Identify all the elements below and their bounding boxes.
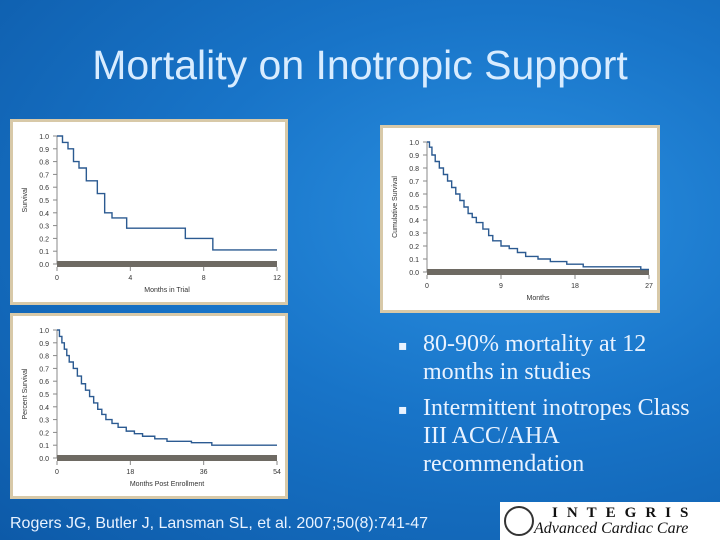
- y-tick-label: 0.5: [409, 205, 419, 212]
- slide-title: Mortality on Inotropic Support: [92, 42, 628, 88]
- y-tick-label: 0.1: [39, 443, 49, 450]
- integris-logo: INTEGRIS Advanced Cardiac Care: [500, 502, 720, 540]
- x-tick-label: 0: [55, 275, 59, 282]
- bullet-item: ▪ Intermittent inotropes Class III ACC/A…: [398, 394, 708, 478]
- survival-chart-3: 1.0 0.9 0.8 0.7 0.6 0.5 0.4 0.3 0.2 0.1 0.0 0 18 36 54…: [22, 328, 281, 488]
- y-tick-label: 0.0: [39, 456, 49, 463]
- y-tick-label: 0.2: [39, 430, 49, 437]
- logo-emblem-icon: [504, 506, 534, 536]
- bullet-square-icon: ▪: [398, 338, 408, 354]
- y-tick-label: 0.8: [39, 354, 49, 361]
- y-tick-label: 0.6: [39, 379, 49, 386]
- x-tick-label: 0: [425, 283, 429, 290]
- bullet-item: ▪ 80-90% mortality at 12 months in studi…: [398, 330, 708, 386]
- survival-curve: [57, 329, 277, 446]
- zero-band: [427, 269, 649, 275]
- y-tick-label: 0.0: [39, 262, 49, 269]
- x-axis-label: Months: [527, 295, 550, 302]
- x-axis-label: Months in Trial: [144, 287, 190, 294]
- y-tick-label: 0.9: [409, 153, 419, 160]
- y-tick-label: 0.4: [39, 211, 49, 218]
- y-tick-label: 0.1: [409, 257, 419, 264]
- y-tick-label: 0.5: [39, 198, 49, 205]
- y-tick-label: 0.3: [409, 231, 419, 238]
- citation: Rogers JG, Butler J, Lansman SL, et al. …: [10, 515, 429, 532]
- x-tick-label: 18: [571, 283, 579, 290]
- chart-panel-3: 1.0 0.9 0.8 0.7 0.6 0.5 0.4 0.3 0.2 0.1 0.0 0 18 36 54…: [10, 313, 288, 499]
- x-tick-label: 27: [645, 283, 653, 290]
- logo-line2: Advanced Cardiac Care: [534, 520, 689, 537]
- y-tick-label: 0.4: [409, 218, 419, 225]
- bullet-square-icon: ▪: [398, 402, 408, 418]
- y-tick-label: 0.3: [39, 224, 49, 231]
- x-tick-label: 8: [202, 275, 206, 282]
- x-tick-label: 54: [273, 469, 281, 476]
- y-tick-label: 0.3: [39, 418, 49, 425]
- y-tick-label: 0.7: [39, 172, 49, 179]
- y-tick-label: 0.2: [409, 244, 419, 251]
- survival-chart-2: 1.0 0.9 0.8 0.7 0.6 0.5 0.4 0.3 0.2 0.1 0.0 0 9 18 27 M…: [392, 140, 653, 302]
- y-tick-label: 0.2: [39, 236, 49, 243]
- bullet-text: Intermittent inotropes Class III ACC/AHA…: [423, 395, 690, 477]
- x-tick-label: 36: [200, 469, 208, 476]
- x-axis-label: Months Post Enrollment: [130, 481, 204, 488]
- bullet-text: 80-90% mortality at 12 months in studies: [423, 331, 647, 385]
- y-tick-label: 0.5: [39, 392, 49, 399]
- y-tick-label: 1.0: [39, 328, 49, 335]
- y-tick-label: 0.1: [39, 249, 49, 256]
- y-axis-label: Survival: [22, 187, 29, 212]
- y-tick-label: 0.8: [409, 166, 419, 173]
- survival-chart-1: 1.0 0.9 0.8 0.7 0.6 0.5 0.4 0.3 0.2 0.1 0.0 0 4 8 12 Mo…: [22, 134, 281, 294]
- y-axis-label: Percent Survival: [22, 368, 29, 419]
- y-tick-label: 0.7: [409, 179, 419, 186]
- y-tick-label: 0.7: [39, 366, 49, 373]
- y-tick-label: 0.8: [39, 160, 49, 167]
- x-tick-label: 9: [499, 283, 503, 290]
- y-tick-label: 0.9: [39, 147, 49, 154]
- y-tick-label: 0.6: [39, 185, 49, 192]
- survival-curve: [427, 141, 649, 271]
- survival-curve: [57, 135, 277, 251]
- y-tick-label: 0.6: [409, 192, 419, 199]
- chart-panel-1: 1.0 0.9 0.8 0.7 0.6 0.5 0.4 0.3 0.2 0.1 0.0 0 4 8 12 Mo…: [10, 119, 288, 305]
- y-axis-label: Cumulative Survival: [392, 176, 399, 238]
- x-tick-label: 0: [55, 469, 59, 476]
- y-tick-label: 0.0: [409, 270, 419, 277]
- chart-panel-2: 1.0 0.9 0.8 0.7 0.6 0.5 0.4 0.3 0.2 0.1 0.0 0 9 18 27 M…: [380, 125, 660, 313]
- logo-line1: INTEGRIS: [552, 505, 698, 521]
- x-tick-label: 4: [128, 275, 132, 282]
- x-tick-label: 12: [273, 275, 281, 282]
- y-tick-label: 1.0: [39, 134, 49, 141]
- x-tick-label: 18: [126, 469, 134, 476]
- bullet-list: ▪ 80-90% mortality at 12 months in studi…: [398, 330, 708, 486]
- y-tick-label: 0.9: [39, 341, 49, 348]
- zero-band: [57, 455, 277, 461]
- y-tick-label: 0.4: [39, 405, 49, 412]
- zero-band: [57, 261, 277, 267]
- y-tick-label: 1.0: [409, 140, 419, 147]
